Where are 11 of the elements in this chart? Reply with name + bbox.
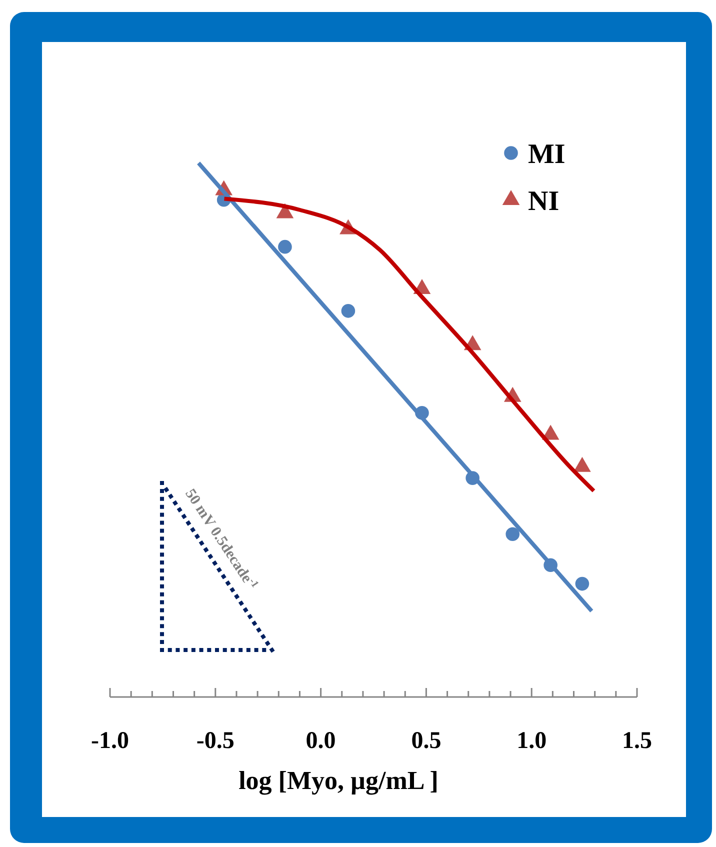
x-tick-label: 1.0 (516, 728, 547, 754)
legend-label: MI (528, 139, 566, 170)
point (506, 527, 520, 542)
x-tick-label: 0.0 (306, 728, 336, 754)
x-tick-label: 1.5 (622, 728, 652, 754)
x-tick-label: -1.0 (91, 728, 129, 754)
x-tick-label: 0.5 (411, 728, 442, 754)
legend-label: NI (528, 186, 560, 217)
x-axis-title: log [Myo, µg/mL ] (238, 766, 438, 795)
point (575, 576, 590, 591)
x-tick-label: -0.5 (196, 728, 234, 754)
